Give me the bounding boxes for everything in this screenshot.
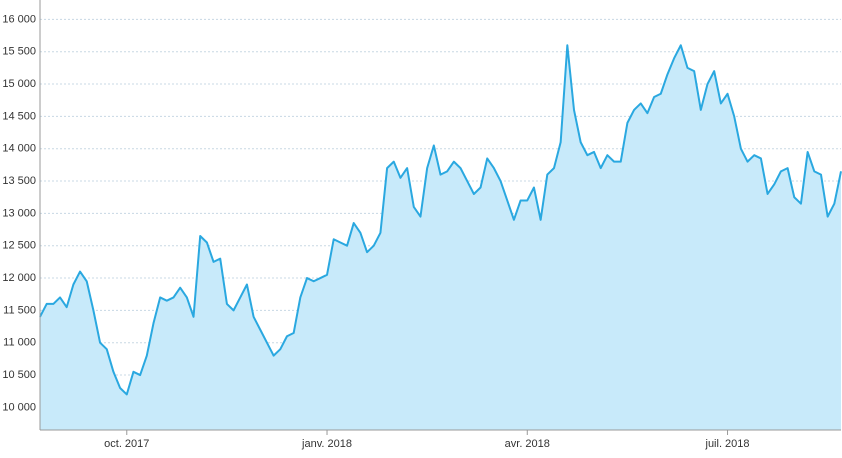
- y-tick-label: 13 500: [2, 175, 36, 187]
- x-tick-label: oct. 2017: [104, 438, 149, 450]
- y-tick-label: 12 000: [2, 272, 36, 284]
- y-tick-label: 15 500: [2, 46, 36, 58]
- y-tick-label: 12 500: [2, 240, 36, 252]
- y-tick-label: 11 000: [3, 337, 36, 349]
- y-tick-label: 14 000: [2, 143, 36, 155]
- y-tick-label: 11 500: [3, 304, 36, 316]
- y-tick-label: 15 000: [2, 78, 36, 90]
- x-tick-label: juil. 2018: [705, 438, 750, 450]
- y-tick-label: 16 000: [2, 13, 36, 25]
- x-tick-label: avr. 2018: [505, 438, 550, 450]
- y-tick-label: 14 500: [2, 110, 36, 122]
- line: [39, 44, 842, 396]
- y-tick-label: 10 500: [2, 369, 36, 381]
- y-tick-label: 13 000: [2, 207, 36, 219]
- area-fill: [40, 45, 841, 430]
- y-tick-label: 10 000: [2, 401, 36, 413]
- x-tick-label: janv. 2018: [301, 438, 352, 450]
